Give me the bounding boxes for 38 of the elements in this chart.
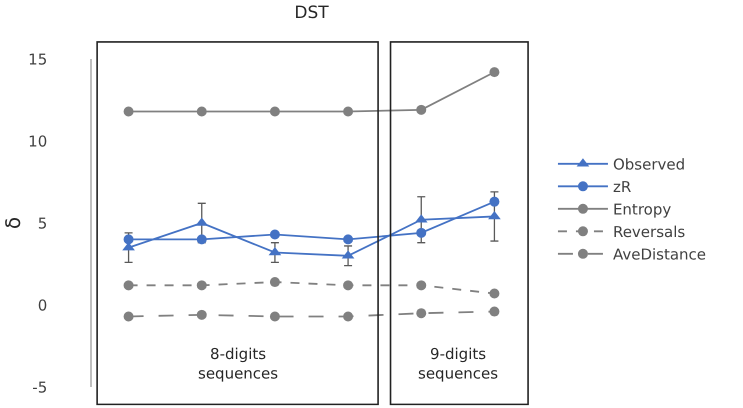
y-tick-label: 0 (38, 296, 48, 314)
point (489, 288, 500, 299)
point (196, 106, 207, 116)
y-tick-label: 10 (28, 132, 48, 150)
point (270, 106, 280, 116)
point (416, 228, 426, 238)
point (270, 311, 280, 322)
point (196, 234, 207, 244)
y-tick-label: -5 (32, 378, 48, 396)
legend-label: zR (612, 178, 632, 196)
y-axis-title: δ (1, 216, 26, 230)
legend-label: Observed (612, 156, 686, 174)
chart-title: DST (294, 3, 330, 24)
point (124, 280, 134, 290)
y-tick-label: 15 (28, 50, 48, 68)
point (196, 280, 207, 290)
point (343, 234, 354, 244)
point (416, 104, 426, 115)
annotation: 9-digits sequences (418, 345, 498, 382)
point (343, 280, 354, 290)
point (270, 229, 280, 240)
point (489, 306, 500, 317)
point (196, 310, 207, 320)
point (124, 106, 134, 116)
annotation: 8-digits sequences (198, 345, 278, 382)
point (416, 280, 426, 290)
point (343, 106, 354, 116)
point (124, 234, 134, 244)
point (416, 308, 426, 318)
y-tick-label: 5 (38, 214, 48, 232)
legend-label: Entropy (612, 200, 672, 219)
point (124, 311, 134, 322)
legend-label: Reversals (612, 223, 686, 242)
point (489, 196, 500, 207)
point (489, 67, 500, 78)
point (270, 277, 280, 288)
legend-label: AveDistance (612, 246, 706, 264)
point (343, 311, 354, 322)
